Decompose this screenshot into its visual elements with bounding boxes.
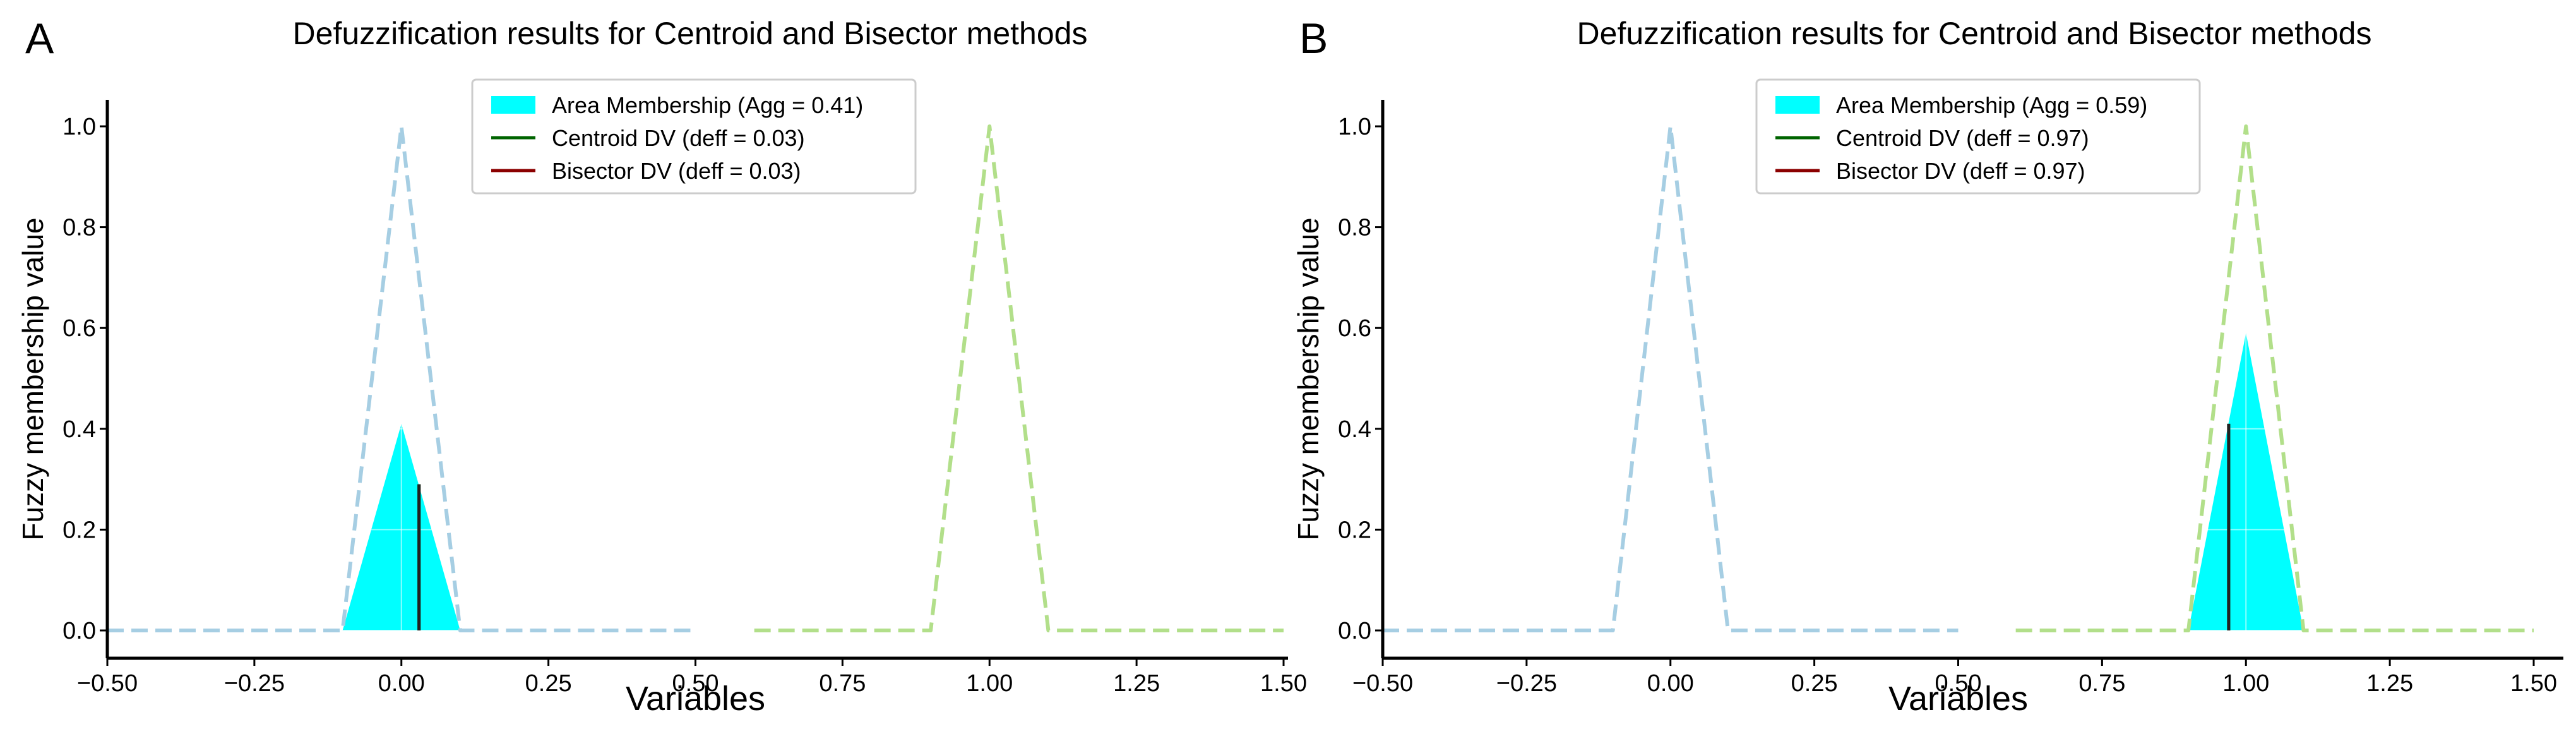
panel-letter: B [1299,15,1328,63]
x-tick-label: 0.25 [525,670,572,697]
y-tick-label: 0.4 [1338,416,1371,443]
grid-lines [107,126,1284,631]
chart-title: Defuzzification results for Centroid and… [1577,16,2372,51]
x-tick-label: −0.25 [224,670,285,697]
y-axis-label: Fuzzy membership value [16,217,49,540]
panel-letter: A [25,15,54,63]
legend-label: Area Membership (Agg = 0.59) [1836,92,2147,118]
grid-lines [1382,126,2534,631]
x-tick-label: −0.50 [1352,670,1413,697]
y-tick-label: 0.0 [63,618,96,644]
y-tick-label: 0.6 [1338,315,1371,342]
y-tick-label: 1.0 [63,114,96,140]
chart-panel-b: B Defuzzification results for Centroid an… [1292,15,2563,718]
membership-line-high [754,124,1284,632]
x-tick-label: 0.50 [1935,670,1982,697]
legend-label: Area Membership (Agg = 0.41) [552,92,863,118]
legend-swatch-area [491,96,535,114]
x-tick-label: 1.50 [1260,670,1307,697]
legend-swatch-area [1775,96,1820,114]
legend-box [471,78,917,195]
y-tick-label: 0.6 [63,315,96,342]
x-axis-label: Variables [1888,680,2028,718]
x-tick-label: 0.75 [2078,670,2125,697]
y-tick-label: 0.8 [1338,215,1371,241]
x-tick-label: 1.50 [2510,670,2557,697]
x-tick-label: −0.25 [1496,670,1557,697]
chart-panel-a: A Defuzzification results for Centroid an… [16,15,1307,718]
x-tick-label: 0.50 [672,670,719,697]
y-tick-label: 0.0 [1338,618,1371,644]
x-tick-label: 1.00 [966,670,1013,697]
y-tick-label: 0.4 [63,416,96,443]
x-tick-label: 1.00 [2222,670,2269,697]
membership-line-low [1383,124,1959,632]
x-tick-label: 0.25 [1791,670,1838,697]
x-axis-label: Variables [626,680,765,718]
x-tick-label: 1.25 [2366,670,2413,697]
x-tick-label: 0.00 [378,670,425,697]
legend-label: Bisector DV (deff = 0.97) [1836,158,2085,184]
membership-line-low [107,124,696,632]
membership-line-high [2015,124,2534,632]
legend-label: Centroid DV (deff = 0.03) [552,125,805,151]
y-tick-label: 0.8 [63,215,96,241]
chart-title: Defuzzification results for Centroid and… [293,16,1088,51]
x-tick-label: 1.25 [1113,670,1160,697]
y-tick-label: 1.0 [1338,114,1371,140]
y-axis-label: Fuzzy membership value [1292,217,1325,540]
x-tick-label: 0.00 [1647,670,1694,697]
y-tick-label: 0.2 [63,517,96,543]
legend-label: Centroid DV (deff = 0.97) [1836,125,2089,151]
x-tick-label: 0.75 [819,670,866,697]
x-tick-label: −0.50 [77,670,138,697]
y-tick-label: 0.2 [1338,517,1371,543]
legend: Area Membership (Agg = 0.59) Centroid DV … [1755,78,2201,195]
legend-label: Bisector DV (deff = 0.03) [552,158,801,184]
legend-box [1755,78,2201,195]
legend: Area Membership (Agg = 0.41) Centroid DV … [471,78,917,195]
